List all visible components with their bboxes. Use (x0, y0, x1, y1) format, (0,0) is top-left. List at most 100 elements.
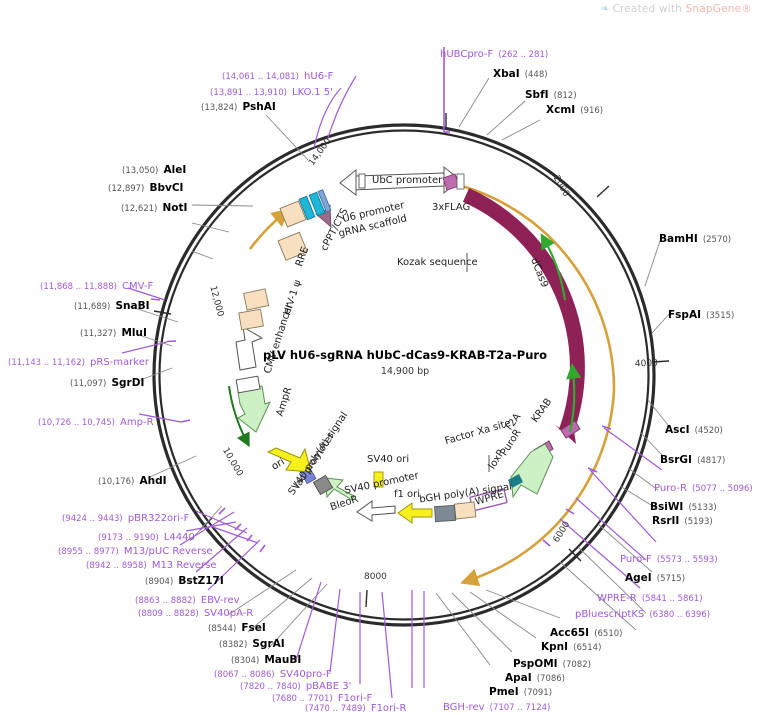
enzyme-bamhi: BamHI (2570) (659, 229, 731, 245)
enzyme-xbai-pos: (448) (524, 70, 548, 80)
primer-hu6-f-name: hU6-F (304, 71, 334, 82)
enzyme-agei: AgeI (5715) (625, 568, 685, 584)
enzyme-acc65i-pos: (6510) (594, 629, 623, 639)
primer-puro-r-pos: (5077 .. 5096) (692, 484, 753, 494)
enzyme-sgrai-pos: (8382) (219, 640, 248, 650)
primer-hubcpro-f-name: hUBCpro-F (440, 49, 494, 60)
primer-cmv-f-pos: (11,868 .. 11,888) (40, 282, 117, 292)
enzyme-snabi-name: SnaBI (115, 300, 150, 312)
primer-amp-r-name: Amp-R (120, 417, 154, 428)
primer-prs-marker-name: pRS-marker (90, 357, 149, 368)
primer-pbr322ori-f-pos: (9424 .. 9443) (62, 514, 123, 524)
primer-leaders-bottom (295, 581, 413, 699)
primer-pbabe3-name: pBABE 3' (305, 681, 352, 692)
primer-wpre-r-name: WPRE-R (597, 593, 637, 604)
primer-f1ori-f-pos: (7680 .. 7701) (272, 694, 333, 704)
primer-puro-r-name: Puro-R (654, 483, 687, 494)
primer-m13-reverse-name: M13 Reverse (151, 560, 217, 571)
snapgene-leaf-icon: ❧ (600, 3, 610, 15)
tick-label-8000: 8000 (364, 572, 387, 582)
enzyme-agei-name: AgeI (625, 572, 652, 584)
primer-pbluescriptks: pBluescriptKS (6380 .. 6396) (575, 604, 710, 620)
enzyme-bsrgi-pos: (4817) (697, 456, 726, 466)
primer-m13puc-reverse-pos: (8955 .. 8977) (58, 547, 119, 557)
enzyme-noti: (12,621) NotI (121, 198, 187, 214)
primer-leaders-right (423, 427, 663, 688)
ampr-direction-arrow (228, 385, 250, 448)
bgh-polya-block (434, 501, 477, 523)
cmv-enhancer-block (235, 288, 270, 371)
primer-sv40pa-r-name: SV40pA-R (203, 608, 254, 619)
primer-lko1-name: LKO.1 5' (292, 87, 333, 98)
f1-ori-arrow (397, 502, 433, 524)
feature-label-sv40-ori: SV40 ori (367, 454, 410, 465)
primer-m13-reverse-pos: (8942 .. 8958) (86, 561, 147, 571)
enzyme-agei-pos: (5715) (656, 574, 686, 584)
primer-cmv-f: (11,868 .. 11,888) CMV-F (40, 276, 153, 292)
enzyme-sgrdi-pos: (11,097) (70, 379, 107, 389)
enzyme-mlui-pos: (11,327) (80, 329, 117, 339)
primer-bgh-rev-name: BGH-rev (443, 702, 485, 713)
flag-tag-block (442, 173, 465, 191)
enzyme-alei-name: AleI (163, 164, 187, 176)
primer-m13puc-reverse: (8955 .. 8977) M13/pUC Reverse (58, 541, 213, 557)
primer-f1ori-f: (7680 .. 7701) F1ori-F (272, 688, 372, 704)
primer-ticks (150, 298, 612, 553)
snapgene-watermark: ❧ Created with SnapGene® (600, 3, 752, 15)
enzyme-bsrgi: BsrGI (4817) (660, 450, 725, 466)
primer-pbabe-3prime: (7820 .. 7840) pBABE 3' (240, 676, 351, 692)
enzyme-noti-pos: (12,621) (121, 204, 158, 214)
enzyme-pspomi-name: PspOMI (513, 658, 558, 670)
primer-pbr322ori-f: (9424 .. 9443) pBR322ori-F (62, 508, 189, 524)
enzyme-bamhi-pos: (2570) (702, 235, 732, 245)
u6-promoter-block (279, 189, 332, 228)
primer-amp-r: (10,726 .. 10,745) Amp-R (38, 412, 154, 428)
enzyme-pmei-name: PmeI (489, 686, 519, 698)
enzyme-rsrii: RsrII (5193) (652, 511, 713, 527)
primer-leaders-left (121, 287, 261, 591)
primer-puro-f-pos: (5573 .. 5593) (656, 555, 718, 565)
enzyme-ahdi-pos: (10,176) (98, 477, 135, 487)
enzyme-kpni: KpnI (6514) (541, 637, 601, 653)
orientation-arcs (248, 184, 616, 587)
primer-pbr322ori-f-name: pBR322ori-F (127, 513, 190, 524)
primer-l4440: (9173 .. 9190) L4440 (98, 527, 195, 543)
ubc-promoter-arrow (339, 165, 461, 196)
enzyme-bsiwi-pos: (5133) (688, 503, 717, 513)
enzyme-maubi-name: MauBI (264, 654, 302, 666)
feature-label-f1-ori: f1 ori (394, 489, 421, 500)
sv40-promoter-arrow (356, 500, 396, 522)
enzyme-pspomi-pos: (7082) (562, 660, 591, 670)
primer-pbluescriptks-pos: (6380 .. 6396) (649, 610, 711, 620)
watermark-sup: ® (741, 3, 752, 15)
primer-leaders-top-left (313, 75, 357, 149)
enzyme-sgrai: (8382) SgrAI (219, 634, 285, 650)
enzyme-noti-name: NotI (162, 202, 188, 214)
primer-sv40pro-f: (8067 .. 8086) SV40pro-F (214, 664, 332, 680)
enzyme-mlui-name: MluI (121, 327, 147, 339)
primer-f1ori-r-pos: (7470 .. 7489) (305, 704, 366, 714)
primer-sv40pro-f-pos: (8067 .. 8086) (214, 670, 275, 680)
enzyme-sgrai-name: SgrAI (252, 638, 285, 650)
enzyme-xcmi-name: XcmI (546, 104, 576, 116)
enzyme-fspai: FspAI (3515) (668, 305, 734, 321)
primer-puro-f-name: Puro-F (620, 554, 652, 565)
enzyme-bbvci-pos: (12,897) (108, 184, 145, 194)
feature-label-kozak: Kozak sequence (397, 257, 478, 268)
enzyme-bbvci: (12,897) BbvCI (108, 178, 183, 194)
primer-hu6-f: (14,061 .. 14,081) hU6-F (222, 66, 333, 82)
enzyme-maubi: (8304) MauBI (231, 650, 301, 666)
plasmid-size: 14,900 bp (380, 366, 430, 377)
primer-cmv-f-name: CMV-F (122, 281, 154, 292)
enzyme-xbai-name: XbaI (493, 68, 520, 80)
enzyme-rsrii-name: RsrII (652, 515, 680, 527)
primer-sv40pro-f-name: SV40pro-F (279, 669, 332, 680)
enzyme-apai-name: ApaI (505, 672, 532, 684)
enzyme-pshai-name: PshAI (242, 101, 276, 113)
puror-arrow (510, 443, 554, 499)
enzyme-pspomi: PspOMI (7082) (513, 654, 591, 670)
bleor-arrow (324, 477, 355, 501)
enzyme-asci: AscI (4520) (665, 420, 723, 436)
enzyme-ahdi-name: AhdI (139, 475, 167, 487)
